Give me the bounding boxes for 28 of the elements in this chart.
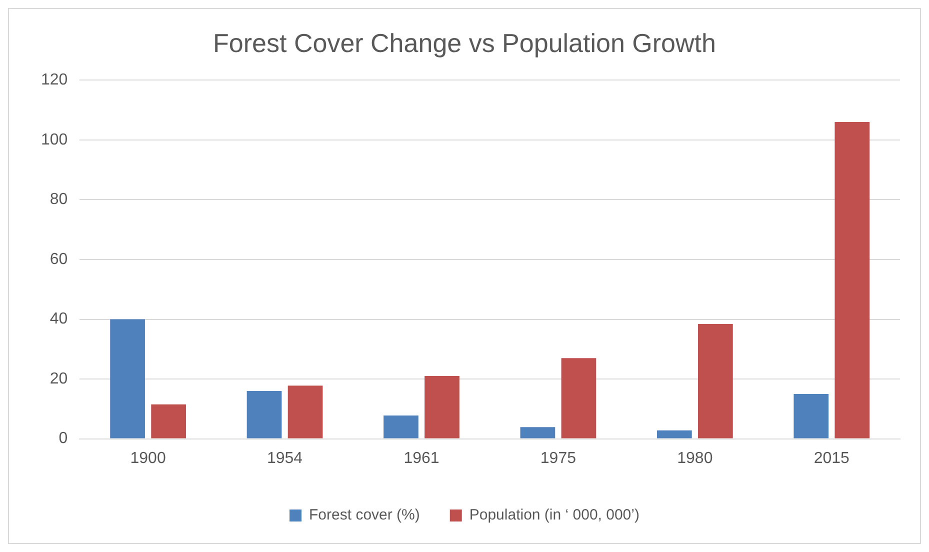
bar	[288, 386, 323, 438]
y-tick-label: 20	[50, 370, 68, 388]
bar	[246, 390, 282, 438]
y-tick-label: 100	[40, 131, 68, 148]
bar	[698, 324, 733, 438]
y-tick-label: 80	[50, 191, 68, 208]
y-tick-label: 60	[50, 250, 68, 268]
bar	[656, 430, 692, 438]
legend-label: Population (in ‘ 000, 000’)	[469, 506, 640, 524]
bar	[151, 404, 186, 438]
chart-title: Forest Cover Change vs Population Growth	[213, 28, 716, 58]
legend-label: Forest cover (%)	[309, 506, 420, 524]
bar	[561, 358, 596, 438]
x-tick-label: 1975	[540, 450, 576, 467]
bar	[834, 122, 870, 438]
bar	[110, 319, 145, 438]
x-tick-label: 1954	[266, 450, 303, 467]
x-tick-label: 1980	[677, 450, 713, 467]
bar	[424, 376, 460, 438]
x-tick-label: 2015	[814, 450, 850, 467]
y-tick-label: 120	[40, 72, 68, 89]
y-tick-label: 40	[50, 310, 68, 328]
x-tick-label: 1900	[130, 450, 166, 467]
bar	[520, 427, 556, 438]
bar	[384, 415, 418, 438]
bar	[794, 394, 829, 438]
y-tick-label: 0	[58, 430, 68, 448]
x-tick-label: 1961	[404, 450, 440, 467]
